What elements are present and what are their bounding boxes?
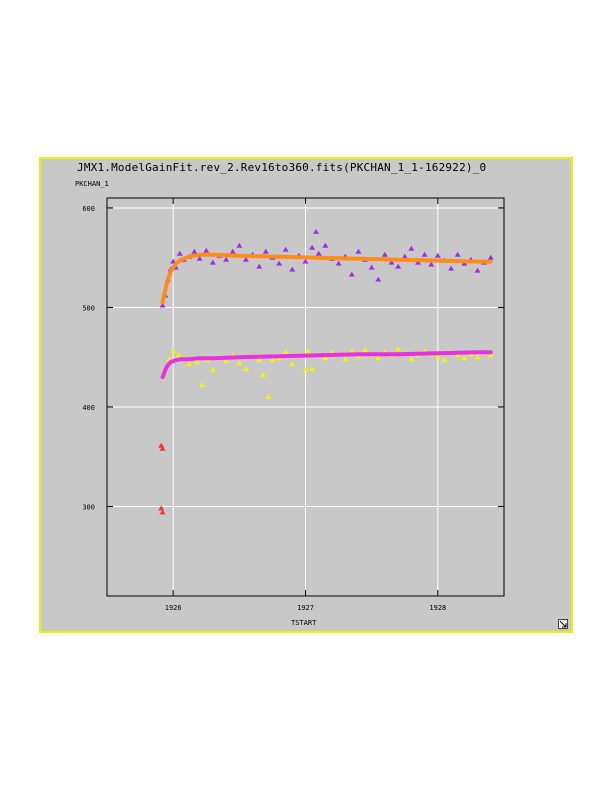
- series-2-point: [170, 348, 177, 354]
- y-tick-label: 600: [82, 205, 95, 213]
- series-0-point: [322, 242, 329, 248]
- series-0-point: [315, 250, 322, 256]
- series-2-point: [305, 348, 312, 354]
- series-2-point: [302, 367, 309, 373]
- series-0-point: [176, 250, 183, 256]
- series-0-point: [355, 248, 362, 254]
- series-0-point: [191, 248, 198, 254]
- series-2-point: [441, 357, 448, 363]
- series-0-point: [348, 271, 355, 277]
- y-axis-label: PKCHAN_1: [75, 180, 109, 188]
- series-0-point: [209, 259, 216, 265]
- series-0-point: [395, 263, 402, 269]
- series-2-point: [487, 352, 494, 358]
- series-2-point: [289, 361, 296, 367]
- series-0-point: [487, 254, 494, 260]
- series-2-point: [260, 372, 267, 378]
- y-tick-label: 500: [82, 304, 95, 312]
- series-4-point: [159, 445, 166, 451]
- series-2-point: [223, 358, 230, 364]
- series-0-point: [262, 248, 269, 254]
- series-2-point: [461, 355, 468, 361]
- series-0-point: [302, 258, 309, 264]
- series-2-point: [362, 347, 369, 353]
- series-2-point: [348, 348, 355, 354]
- series-0-point: [313, 228, 320, 234]
- series-0-point: [196, 255, 203, 261]
- x-tick-label: 1928: [429, 604, 446, 612]
- series-2-point: [322, 355, 329, 361]
- series-2-point: [434, 353, 441, 359]
- series-2-point: [375, 355, 382, 361]
- plot-window: JMX1.ModelGainFit.rev_2.Rev16to360.fits(…: [39, 157, 573, 633]
- series-4-point: [158, 505, 165, 511]
- series-0-point: [375, 276, 382, 282]
- series-2-point: [199, 382, 206, 388]
- x-axis-label: TSTART: [291, 619, 317, 627]
- series-2-point: [269, 357, 276, 363]
- series-0-point: [434, 252, 441, 258]
- series-0-point: [282, 246, 289, 252]
- series-2-point: [395, 346, 402, 352]
- series-2-point: [209, 367, 216, 373]
- series-0-point: [159, 302, 166, 308]
- chart: 1926 1927 1928 300 400 500 600: [82, 197, 505, 612]
- series-0-point: [236, 242, 243, 248]
- window-title: JMX1.ModelGainFit.rev_2.Rev16to360.fits(…: [77, 161, 487, 174]
- series-0-point: [276, 260, 283, 266]
- series-2-point: [309, 366, 316, 372]
- y-tick-label: 300: [82, 503, 95, 511]
- y-tick-label: 400: [82, 404, 95, 412]
- series-0-point: [229, 248, 236, 254]
- series-2-point: [282, 349, 289, 355]
- series-2-point: [186, 361, 193, 367]
- resize-icon[interactable]: [558, 619, 568, 629]
- series-0-point: [401, 253, 408, 259]
- series-0-point: [256, 263, 263, 269]
- series-3-line: [160, 350, 493, 380]
- series-0-point: [428, 261, 435, 267]
- x-tick-label: 1927: [297, 604, 314, 612]
- series-2-point: [175, 352, 182, 358]
- series-2-point: [193, 359, 200, 365]
- series-0-point: [448, 265, 455, 271]
- series-2-point: [242, 366, 249, 372]
- series-0-point: [454, 251, 461, 257]
- series-2-point: [265, 394, 272, 399]
- series-2-point: [342, 356, 349, 362]
- series-4-point: [159, 509, 166, 515]
- series-0-point: [474, 267, 481, 273]
- series-2-point: [166, 356, 173, 362]
- series-2-point: [256, 357, 263, 363]
- series-0-point: [368, 264, 375, 270]
- series-0-point: [289, 266, 296, 272]
- series-0-point: [242, 256, 249, 262]
- x-tick-label: 1926: [165, 604, 182, 612]
- series-2-point: [474, 354, 481, 360]
- series-2-point: [408, 356, 415, 362]
- series-0-point: [203, 247, 210, 253]
- series-0-point: [408, 245, 415, 251]
- series-0-point: [223, 256, 230, 262]
- series-1-line: [160, 252, 493, 305]
- series-0-point: [309, 244, 316, 250]
- series-0-point: [421, 251, 428, 257]
- series-0-point: [381, 251, 388, 257]
- series-2-point: [236, 360, 243, 366]
- series-0-point: [388, 259, 395, 265]
- series-0-point: [335, 260, 342, 266]
